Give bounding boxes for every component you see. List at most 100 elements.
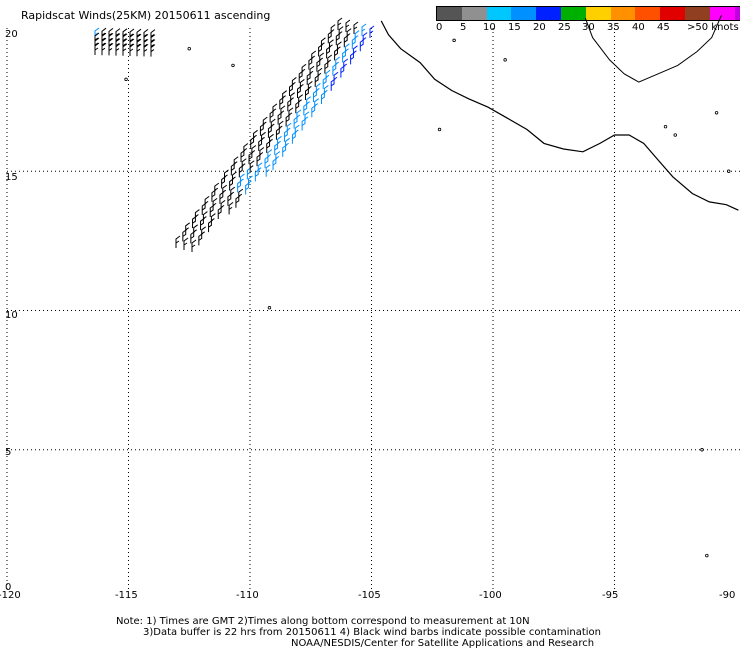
wind-barb [193, 224, 198, 237]
wind-barb [333, 71, 339, 85]
wind-barb [353, 21, 359, 34]
wind-barbs [94, 17, 375, 252]
wind-barb [108, 43, 114, 56]
wind-barb [208, 219, 213, 233]
colorbar-segment [486, 7, 512, 20]
wind-barb [270, 118, 276, 132]
island-outline [727, 169, 731, 173]
wind-barb [345, 19, 351, 32]
wind-barb [222, 184, 228, 198]
wind-barb [228, 201, 234, 215]
colorbar-segment [461, 7, 487, 20]
colorbar-tick-label: 40 [632, 22, 645, 33]
wind-barb [361, 23, 367, 36]
wind-barb [235, 195, 241, 208]
wind-barb [214, 182, 220, 196]
wind-barb [314, 98, 319, 111]
pacific-coastline [380, 20, 739, 211]
wind-barb [136, 43, 142, 57]
colorbar-segment [536, 7, 561, 20]
wind-barb [321, 91, 326, 105]
colorbar-segment [610, 7, 636, 20]
wind-barb [296, 109, 302, 122]
colorbar-tick-label: 0 [436, 22, 443, 33]
wind-barb [202, 211, 208, 224]
lon-tick-label: -110 [236, 590, 259, 601]
wind-barb [201, 226, 206, 239]
wind-barb [282, 90, 287, 103]
lat-tick-label: 20 [5, 29, 18, 40]
colorbar-segment [437, 7, 462, 20]
wind-barb [238, 188, 244, 202]
wind-barb [301, 63, 307, 77]
wind-barb [327, 54, 333, 68]
wind-speed-colorbar [436, 6, 740, 21]
wind-barb [277, 135, 282, 149]
wind-barb [337, 17, 343, 30]
wind-barb [257, 162, 263, 175]
island-outline [452, 38, 456, 43]
wind-barb [122, 43, 128, 56]
wind-barb [233, 156, 239, 169]
wind-barb [223, 169, 229, 182]
wind-barb [323, 85, 329, 98]
wind-barb [272, 157, 278, 171]
colorbar-tick-label: 20 [533, 22, 546, 33]
gulf-coastline [584, 15, 722, 83]
wind-barb [267, 149, 273, 162]
wind-barb [294, 124, 300, 138]
note-line-2: 3)Data buffer is 22 hrs from 20150611 4)… [143, 627, 601, 638]
wind-barb [291, 131, 297, 144]
colorbar-segment [660, 7, 685, 20]
island-outline [187, 47, 191, 51]
wind-barb [185, 222, 190, 235]
wind-barb [265, 164, 271, 177]
wind-barb [231, 171, 237, 184]
wind-barb [359, 38, 365, 52]
wind-barb [352, 45, 358, 58]
island-outline [503, 58, 507, 62]
colorbar-tick-label: 25 [558, 22, 571, 33]
wind-barb [191, 239, 197, 252]
wind-barb [320, 37, 326, 50]
wind-barb [307, 81, 313, 94]
wind-barb [198, 232, 204, 246]
wind-barb [217, 206, 223, 219]
colorbar-tick-label: 10 [483, 22, 496, 33]
wind-barb [330, 24, 336, 37]
colorbar-tick-label: 45 [657, 22, 670, 33]
wind-barb [299, 79, 305, 92]
note-line-3: NOAA/NESDIS/Center for Satellite Applica… [291, 638, 595, 649]
wind-barb [129, 43, 135, 56]
wind-barb [286, 122, 292, 136]
colorbar-segment [684, 7, 710, 20]
wind-barb [241, 158, 247, 171]
wind-barb [251, 145, 257, 158]
wind-barb [288, 107, 294, 120]
colorbar-segment [635, 7, 661, 20]
lon-tick-label: -115 [115, 590, 138, 601]
lat-tick-label: 15 [5, 172, 18, 183]
wind-barb [354, 30, 360, 43]
wind-barb [280, 105, 286, 118]
wind-barb [319, 52, 325, 66]
lon-tick-label: -95 [602, 590, 618, 601]
lat-tick-label: 10 [5, 310, 18, 321]
wind-barb [183, 237, 189, 250]
wind-barb [230, 186, 236, 200]
wind-barb [204, 195, 210, 209]
wind-barb [306, 96, 311, 109]
wind-barb [298, 94, 303, 107]
wind-barb [328, 39, 334, 52]
wind-barb [325, 69, 331, 83]
wind-barb [340, 65, 346, 78]
lat-tick-label: 5 [5, 447, 11, 458]
island-outline [124, 77, 128, 82]
wind-barb [245, 182, 250, 195]
wind-barb [269, 133, 274, 147]
colorbar-segment [709, 7, 735, 20]
wind-barb [291, 77, 297, 90]
island-outline [700, 448, 704, 452]
